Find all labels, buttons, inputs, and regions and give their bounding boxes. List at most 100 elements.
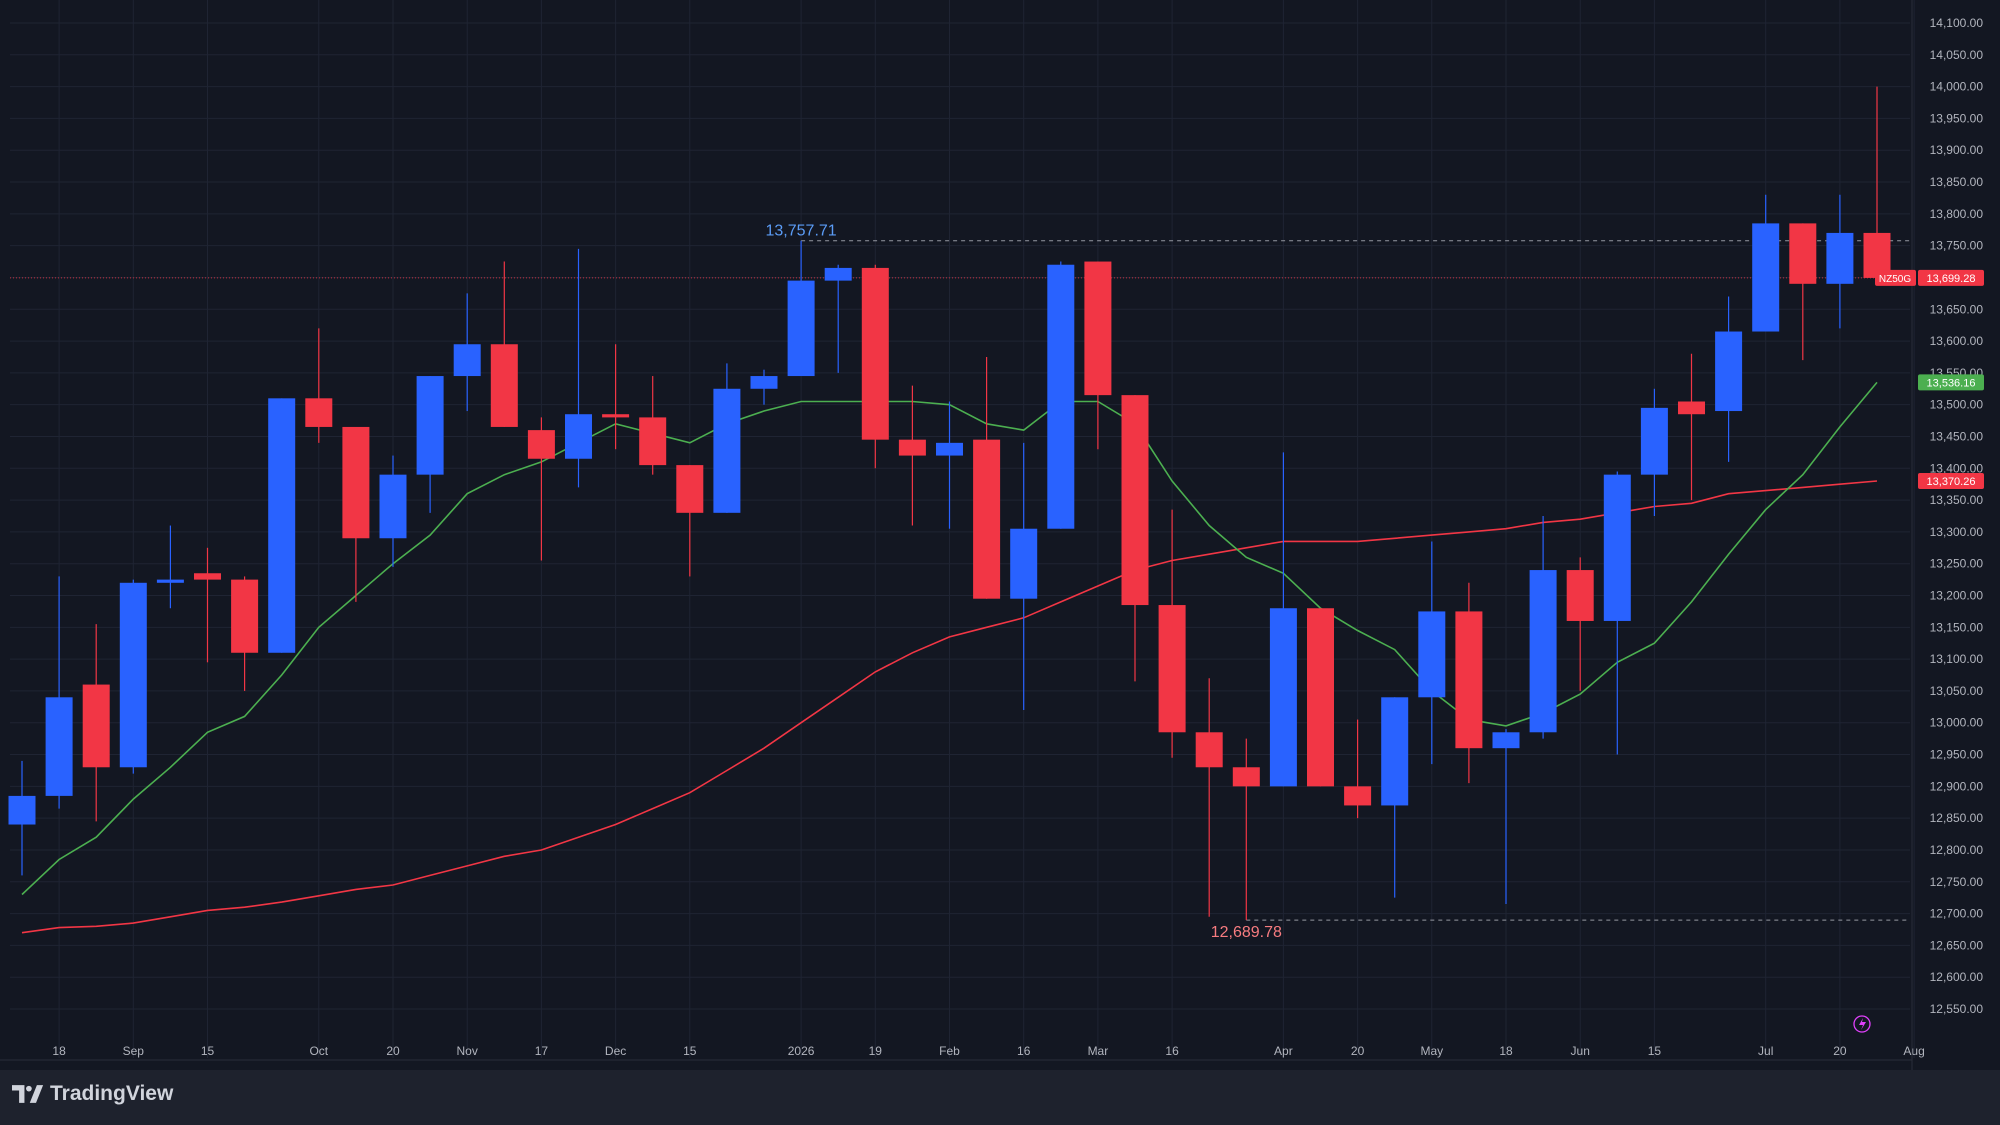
y-tick-label: 14,100.00 — [1930, 16, 1984, 30]
y-tick-label: 13,500.00 — [1930, 398, 1984, 412]
candle-body — [1529, 570, 1557, 733]
x-tick-label: Sep — [123, 1044, 145, 1058]
x-tick-label: Mar — [1088, 1044, 1109, 1058]
candle-body — [453, 344, 481, 377]
candle-body — [824, 267, 852, 281]
candle-body — [565, 414, 592, 459]
candle-body — [1010, 528, 1038, 599]
candle-body — [119, 582, 147, 768]
symbol-tag-label: NZ50G — [1879, 274, 1911, 285]
candle-body — [342, 426, 370, 539]
x-tick-label: Nov — [457, 1044, 478, 1058]
x-tick-label: 20 — [386, 1044, 400, 1058]
high-annotation-label: 13,757.71 — [766, 223, 837, 240]
x-tick-label: May — [1420, 1044, 1443, 1058]
y-tick-label: 13,050.00 — [1930, 684, 1984, 698]
tradingview-logo[interactable]: TradingView — [12, 1082, 173, 1106]
x-tick-label: 15 — [1648, 1044, 1662, 1058]
candle-body — [379, 474, 407, 539]
candle-body — [1789, 223, 1817, 284]
x-tick-label: 19 — [869, 1044, 883, 1058]
x-tick-label: 16 — [1017, 1044, 1031, 1058]
x-tick-label: Apr — [1274, 1044, 1293, 1058]
candle-body — [1158, 605, 1186, 733]
candle-body — [676, 465, 704, 513]
y-tick-label: 13,850.00 — [1930, 175, 1984, 189]
x-tick-label: 16 — [1165, 1044, 1179, 1058]
y-tick-label: 13,400.00 — [1930, 461, 1984, 475]
y-tick-label: 12,950.00 — [1930, 748, 1984, 762]
candle-body — [1640, 407, 1668, 475]
y-tick-label: 13,650.00 — [1930, 302, 1984, 316]
x-tick-label: 20 — [1833, 1044, 1847, 1058]
brand-name: TradingView — [50, 1082, 174, 1105]
y-tick-label: 13,800.00 — [1930, 207, 1984, 221]
candle-body — [861, 267, 889, 440]
x-tick-label: Oct — [309, 1044, 328, 1058]
x-tick-label: 2026 — [788, 1044, 815, 1058]
ma-fast-price-tag-bg — [1918, 374, 1984, 391]
candle-body — [1566, 570, 1594, 621]
candle-body — [490, 344, 518, 427]
x-tick-label: 15 — [683, 1044, 697, 1058]
candle-body — [787, 280, 815, 377]
candle-body — [416, 376, 444, 475]
x-tick-label: 15 — [201, 1044, 215, 1058]
candle-body — [82, 684, 110, 768]
y-tick-label: 13,350.00 — [1930, 493, 1984, 507]
ma-fast-price-tag: 13,536.16 — [1927, 377, 1976, 389]
candle-body — [750, 376, 778, 389]
flash-icon — [1853, 1015, 1871, 1033]
y-tick-label: 13,600.00 — [1930, 334, 1984, 348]
candle-body — [268, 398, 296, 653]
candle-body — [1492, 732, 1520, 749]
y-tick-label: 13,000.00 — [1930, 716, 1984, 730]
candle-body — [194, 573, 221, 580]
y-tick-label: 12,750.00 — [1930, 875, 1984, 889]
candle-body — [8, 795, 36, 825]
candle-body — [1826, 232, 1854, 284]
candle-body — [713, 388, 741, 513]
candle-body — [1715, 331, 1743, 412]
y-tick-label: 13,250.00 — [1930, 557, 1984, 571]
candle-body — [1195, 732, 1223, 768]
ma-slow-price-tag-bg — [1918, 473, 1984, 490]
candle-body — [1678, 401, 1705, 415]
x-tick-label: 17 — [535, 1044, 549, 1058]
y-tick-label: 12,800.00 — [1930, 843, 1984, 857]
low-annotation-label: 12,689.78 — [1211, 924, 1282, 941]
current-price-tag: 13,699.28 — [1927, 273, 1976, 285]
ma-slow-price-tag: 13,370.26 — [1927, 476, 1976, 488]
x-tick-label: Aug — [1903, 1044, 1924, 1058]
y-tick-label: 13,300.00 — [1930, 525, 1984, 539]
y-tick-label: 12,650.00 — [1930, 938, 1984, 952]
y-tick-label: 13,150.00 — [1930, 620, 1984, 634]
candle-body — [1047, 264, 1075, 529]
candle-body — [1232, 767, 1260, 787]
x-tick-label: 20 — [1351, 1044, 1365, 1058]
x-tick-label: Jun — [1571, 1044, 1590, 1058]
x-tick-label: Feb — [939, 1044, 960, 1058]
footer-bar — [0, 1070, 2000, 1125]
x-tick-label: Dec — [605, 1044, 626, 1058]
ma-slow-line — [21, 480, 1878, 934]
y-tick-label: 12,700.00 — [1930, 907, 1984, 921]
candle-body — [973, 439, 1001, 599]
current-price-tag-bg — [1918, 269, 1984, 286]
candle-body — [1269, 608, 1297, 787]
y-tick-label: 14,000.00 — [1930, 80, 1984, 94]
symbol-tag-bg — [1875, 269, 1916, 286]
candlestick-chart[interactable]: 12,550.00 12,600.00 12,650.00 12,700.00 12,7… — [0, 0, 2000, 1070]
candle-body — [305, 398, 333, 427]
y-tick-label: 12,550.00 — [1930, 1002, 1984, 1016]
candle-body — [156, 579, 184, 583]
candle-body — [1121, 395, 1149, 606]
y-tick-label: 12,850.00 — [1930, 811, 1984, 825]
y-tick-label: 12,600.00 — [1930, 970, 1984, 984]
candle-body — [936, 442, 963, 456]
candle-body — [1455, 611, 1483, 749]
y-tick-label: 13,750.00 — [1930, 239, 1984, 253]
y-tick-label: 13,450.00 — [1930, 429, 1984, 443]
x-tick-label: 18 — [52, 1044, 66, 1058]
